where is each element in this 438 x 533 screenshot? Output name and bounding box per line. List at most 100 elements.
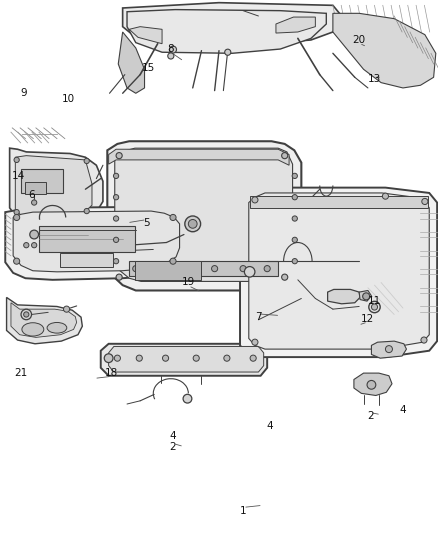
Text: 18: 18 bbox=[105, 368, 118, 378]
Polygon shape bbox=[115, 148, 293, 281]
Ellipse shape bbox=[170, 258, 176, 264]
Ellipse shape bbox=[84, 158, 89, 164]
Polygon shape bbox=[101, 344, 267, 376]
Ellipse shape bbox=[14, 258, 20, 264]
Polygon shape bbox=[11, 303, 77, 337]
Ellipse shape bbox=[170, 214, 176, 221]
Polygon shape bbox=[359, 290, 371, 301]
Ellipse shape bbox=[14, 214, 20, 221]
Text: 13: 13 bbox=[368, 74, 381, 84]
Text: 9: 9 bbox=[21, 88, 28, 98]
Ellipse shape bbox=[252, 197, 258, 203]
Text: 15: 15 bbox=[142, 63, 155, 73]
Polygon shape bbox=[7, 297, 82, 344]
Ellipse shape bbox=[114, 355, 120, 361]
Ellipse shape bbox=[282, 152, 288, 159]
Ellipse shape bbox=[292, 195, 297, 200]
Ellipse shape bbox=[24, 312, 29, 317]
Ellipse shape bbox=[367, 381, 376, 389]
Polygon shape bbox=[249, 193, 429, 349]
Ellipse shape bbox=[14, 209, 19, 215]
Polygon shape bbox=[129, 27, 162, 44]
Ellipse shape bbox=[21, 309, 32, 320]
Ellipse shape bbox=[225, 49, 231, 55]
Polygon shape bbox=[5, 207, 187, 280]
Ellipse shape bbox=[422, 198, 428, 205]
Polygon shape bbox=[354, 373, 392, 395]
Ellipse shape bbox=[32, 200, 37, 205]
Ellipse shape bbox=[193, 355, 199, 361]
Ellipse shape bbox=[371, 304, 378, 310]
Polygon shape bbox=[15, 156, 92, 217]
Ellipse shape bbox=[84, 208, 89, 214]
Text: 14: 14 bbox=[12, 171, 25, 181]
Ellipse shape bbox=[168, 53, 174, 59]
Ellipse shape bbox=[292, 237, 297, 243]
Ellipse shape bbox=[113, 216, 119, 221]
Polygon shape bbox=[10, 148, 103, 223]
Ellipse shape bbox=[282, 274, 288, 280]
Ellipse shape bbox=[113, 237, 119, 243]
Text: 11: 11 bbox=[368, 296, 381, 306]
Polygon shape bbox=[13, 211, 180, 272]
Polygon shape bbox=[371, 341, 406, 358]
Ellipse shape bbox=[162, 355, 169, 361]
Text: 6: 6 bbox=[28, 190, 35, 199]
Ellipse shape bbox=[155, 265, 161, 272]
Ellipse shape bbox=[224, 355, 230, 361]
Ellipse shape bbox=[14, 157, 19, 163]
Polygon shape bbox=[118, 32, 145, 93]
Ellipse shape bbox=[22, 323, 44, 336]
Ellipse shape bbox=[252, 339, 258, 345]
Ellipse shape bbox=[382, 342, 389, 349]
Text: 20: 20 bbox=[353, 35, 366, 45]
Ellipse shape bbox=[369, 301, 380, 313]
FancyBboxPatch shape bbox=[129, 261, 278, 276]
Ellipse shape bbox=[47, 322, 67, 333]
Ellipse shape bbox=[113, 173, 119, 179]
Polygon shape bbox=[109, 149, 289, 165]
Ellipse shape bbox=[133, 265, 139, 272]
Ellipse shape bbox=[116, 152, 122, 159]
Ellipse shape bbox=[170, 46, 177, 53]
Text: 2: 2 bbox=[170, 442, 177, 451]
Ellipse shape bbox=[292, 173, 297, 179]
FancyBboxPatch shape bbox=[250, 196, 428, 208]
Ellipse shape bbox=[32, 243, 37, 248]
Ellipse shape bbox=[385, 345, 392, 353]
Ellipse shape bbox=[104, 354, 113, 362]
Ellipse shape bbox=[292, 259, 297, 264]
Ellipse shape bbox=[136, 355, 142, 361]
Ellipse shape bbox=[250, 355, 256, 361]
Text: 5: 5 bbox=[143, 218, 150, 228]
Text: 4: 4 bbox=[170, 431, 177, 441]
Ellipse shape bbox=[64, 306, 70, 312]
Ellipse shape bbox=[264, 265, 270, 272]
Text: 1: 1 bbox=[240, 506, 247, 515]
Ellipse shape bbox=[181, 265, 187, 272]
Ellipse shape bbox=[113, 259, 119, 264]
Ellipse shape bbox=[113, 195, 119, 200]
Ellipse shape bbox=[421, 337, 427, 343]
Ellipse shape bbox=[116, 274, 122, 280]
FancyBboxPatch shape bbox=[39, 226, 135, 252]
Polygon shape bbox=[127, 10, 326, 53]
Ellipse shape bbox=[183, 394, 192, 403]
Text: 4: 4 bbox=[266, 422, 273, 431]
Text: 10: 10 bbox=[61, 94, 74, 103]
Text: 19: 19 bbox=[182, 278, 195, 287]
Text: 7: 7 bbox=[255, 312, 262, 322]
Ellipse shape bbox=[244, 266, 255, 277]
Ellipse shape bbox=[292, 216, 297, 221]
Text: 4: 4 bbox=[399, 406, 406, 415]
Ellipse shape bbox=[363, 293, 370, 300]
Text: 2: 2 bbox=[367, 411, 374, 421]
Text: 21: 21 bbox=[14, 368, 28, 378]
Text: 8: 8 bbox=[167, 44, 174, 54]
Ellipse shape bbox=[240, 265, 246, 272]
Ellipse shape bbox=[24, 243, 29, 248]
Polygon shape bbox=[328, 289, 360, 304]
Text: 12: 12 bbox=[361, 314, 374, 324]
Polygon shape bbox=[107, 141, 301, 290]
Ellipse shape bbox=[30, 230, 39, 239]
